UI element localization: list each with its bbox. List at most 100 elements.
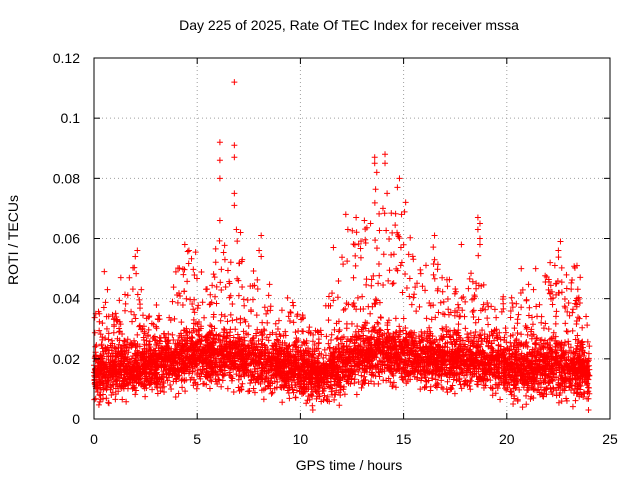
data-point [269,389,276,396]
data-point [419,283,426,290]
data-point [467,386,474,393]
data-point [323,333,330,340]
data-point [492,390,499,397]
data-point [502,329,509,336]
data-point [128,355,135,362]
data-point [290,302,297,309]
data-point [376,369,383,376]
data-point [260,396,267,403]
data-point [126,274,133,281]
data-point [326,345,333,352]
data-point [488,303,495,310]
data-point [321,346,328,353]
data-point [108,391,115,398]
data-point [251,389,258,396]
data-point [385,277,392,284]
data-point [188,255,195,262]
data-point [372,237,379,244]
data-point [285,313,292,320]
data-point [211,274,218,281]
data-point [193,385,200,392]
data-point [438,377,445,384]
data-point [484,315,491,322]
data-point [409,253,416,260]
data-point [552,320,559,327]
data-point [522,323,529,330]
data-point [98,341,105,348]
data-point [542,320,549,327]
data-point [435,309,442,316]
data-point [528,314,535,321]
data-point [154,390,161,397]
data-point [572,336,579,343]
data-point [137,305,144,312]
data-point [289,346,296,353]
data-point [235,384,242,391]
data-point [507,314,514,321]
data-point [265,337,272,344]
data-point [170,284,177,291]
data-point [210,271,217,278]
data-point [545,325,552,332]
data-point [254,286,261,293]
data-point [423,262,429,269]
data-point [558,289,565,296]
data-point [472,319,479,326]
data-point [182,388,189,395]
data-point [184,278,191,285]
data-point [469,296,476,303]
data-point [340,307,347,314]
data-point [569,276,576,283]
data-point [466,275,473,282]
data-point [515,311,522,318]
data-point [128,308,135,315]
data-point [439,274,446,281]
data-point [183,295,190,302]
data-point [313,395,320,402]
data-point [583,313,590,320]
data-point [350,274,357,281]
data-point [333,320,340,327]
data-point [524,331,531,338]
data-point [140,336,147,343]
data-point [408,301,415,308]
data-point [334,335,341,342]
data-point [212,245,219,252]
data-point [411,329,418,336]
data-point [569,327,576,334]
data-point [562,370,569,377]
data-point [218,266,225,273]
data-point [328,388,335,395]
data-point [234,238,241,245]
data-point [364,336,371,343]
data-point [335,328,342,335]
data-point [168,385,175,392]
data-point [161,388,168,395]
data-point [540,325,547,332]
data-point [104,286,111,293]
data-point [306,324,313,331]
data-point [199,299,206,306]
data-point [534,335,541,342]
data-point [403,284,410,291]
data-point [519,404,526,411]
data-point [468,270,475,277]
data-point [388,210,395,217]
data-point [513,300,520,307]
data-point [430,271,437,278]
data-point [217,279,224,286]
data-point [131,264,138,271]
data-point [240,296,247,303]
data-point [376,210,383,217]
data-point [529,321,536,328]
data-point [131,337,138,344]
data-point [484,299,491,306]
data-point [392,384,399,391]
data-point [358,384,365,391]
data-point [485,321,492,328]
data-point [572,397,579,404]
data-point [562,320,569,327]
data-point [259,319,266,326]
data-point [172,394,179,401]
data-point [470,307,477,314]
